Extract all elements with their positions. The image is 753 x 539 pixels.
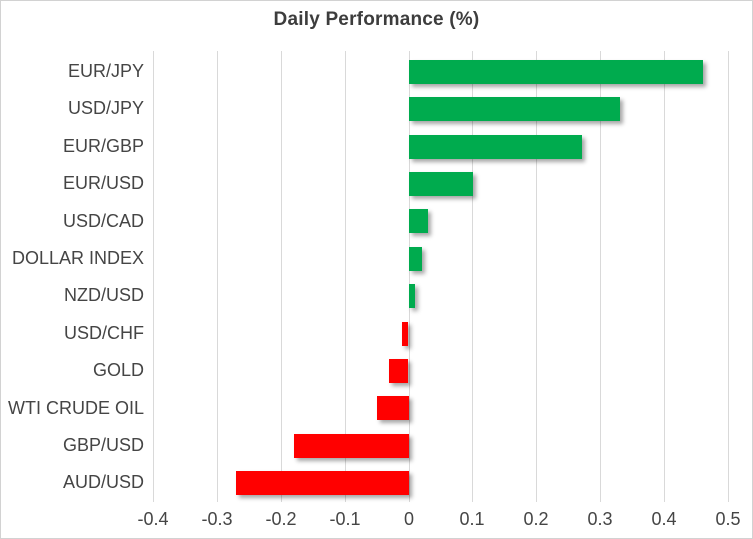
gridline [728, 51, 729, 502]
category-label-usd-jpy: USD/JPY [67, 98, 144, 118]
gridline [536, 51, 537, 502]
x-tick-label: -0.1 [329, 509, 361, 529]
bar-usd-cad [409, 209, 428, 233]
bar-gbp-usd [294, 434, 409, 458]
bar-dollar-index [409, 247, 422, 271]
x-tick-label: 0.4 [651, 509, 677, 529]
category-label-usd-chf: USD/CHF [64, 323, 144, 343]
bar-eur-gbp [409, 135, 582, 159]
x-tick-label: 0.1 [459, 509, 485, 529]
x-tick-label: 0 [403, 509, 414, 529]
category-label-eur-jpy: EUR/JPY [67, 61, 144, 81]
bar-wti-crude-oil [377, 396, 409, 420]
category-label-nzd-usd: NZD/USD [64, 285, 144, 305]
category-label-gold: GOLD [92, 360, 144, 380]
category-label-gbp-usd: GBP/USD [62, 435, 144, 455]
x-tick-label: 0.3 [587, 509, 613, 529]
x-tick-label: 0.5 [715, 509, 741, 529]
chart-title: Daily Performance (%) [273, 9, 480, 30]
category-label-eur-gbp: EUR/GBP [62, 136, 144, 156]
gridline [281, 51, 282, 502]
category-label-wti-crude-oil: WTI CRUDE OIL [7, 398, 144, 418]
gridline [153, 51, 154, 502]
zero-axis-line [409, 51, 410, 502]
x-tick-label: 0.2 [523, 509, 549, 529]
gridline [217, 51, 218, 502]
bar-usd-jpy [409, 97, 620, 121]
category-label-dollar-index: DOLLAR INDEX [11, 248, 144, 268]
bar-usd-chf [402, 322, 408, 346]
bar-nzd-usd [409, 284, 415, 308]
gridline [664, 51, 665, 502]
bar-eur-usd [409, 172, 473, 196]
bar-eur-jpy [409, 60, 703, 84]
gridline [600, 51, 601, 502]
x-tick-label: -0.3 [201, 509, 233, 529]
gridline [472, 51, 473, 502]
bar-gold [389, 359, 408, 383]
bar-aud-usd [236, 471, 409, 495]
x-tick-label: -0.4 [137, 509, 169, 529]
gridline [345, 51, 346, 502]
x-tick-label: -0.2 [265, 509, 297, 529]
category-label-eur-usd: EUR/USD [62, 173, 144, 193]
category-label-usd-cad: USD/CAD [62, 211, 144, 231]
category-label-aud-usd: AUD/USD [62, 472, 144, 492]
